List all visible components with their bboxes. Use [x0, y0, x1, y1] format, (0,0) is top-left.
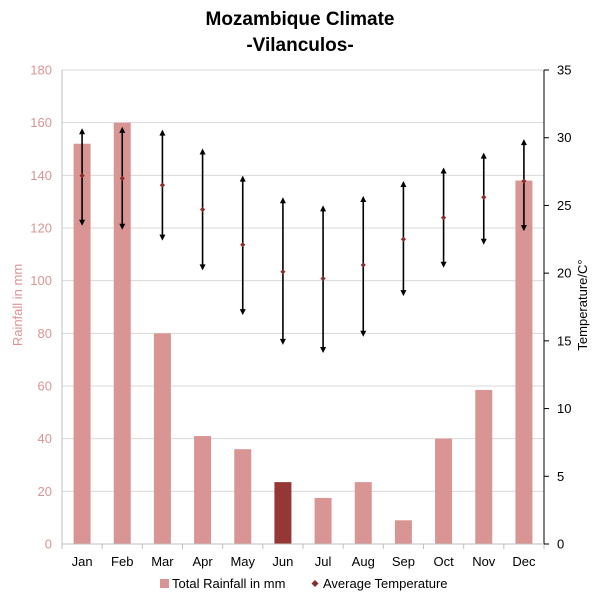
bar-jul [314, 497, 332, 544]
temp-max-arrow [279, 197, 286, 204]
y-tick-label: 60 [38, 379, 52, 394]
temp-mean-marker [119, 175, 125, 181]
x-tick-label: Dec [512, 554, 536, 569]
x-tick-label: Jun [272, 554, 293, 569]
temp-min-arrow [480, 238, 487, 245]
y2-tick-label: 15 [557, 333, 571, 348]
temp-mean-marker [320, 275, 326, 282]
temp-min-arrow [400, 290, 407, 297]
y2-axis-label: Temperature/C° [575, 259, 590, 350]
legend-swatch-rainfall [160, 579, 169, 588]
y-tick-label: 140 [30, 168, 52, 183]
temp-max-arrow [440, 167, 447, 174]
y-tick-label: 0 [45, 537, 52, 552]
axes [61, 69, 549, 549]
temp-mean-marker [240, 242, 246, 248]
temp-max-arrow [159, 129, 166, 136]
temp-mean-marker [481, 194, 487, 200]
bar-may [234, 449, 252, 544]
legend-swatch-temperature [311, 580, 319, 587]
left-axis-ticks: 0 20 40 60 80 100 120 140 160 180 [30, 63, 52, 552]
temp-mean-marker [400, 236, 407, 242]
chart-subtitle: -Vilanculos- [246, 35, 353, 56]
y2-tick-label: 5 [557, 469, 564, 484]
x-tick-label: Sep [392, 554, 415, 569]
temp-max-arrow [199, 148, 206, 155]
temp-mean-marker [280, 269, 286, 275]
x-tick-label: Jan [72, 554, 93, 569]
gridlines [62, 69, 544, 545]
temperature-ranges [79, 126, 527, 354]
temp-min-arrow [119, 223, 126, 230]
bar-mar [153, 333, 171, 544]
y-tick-label: 100 [30, 273, 52, 288]
temp-mean-marker [159, 182, 166, 188]
temp-max-arrow [320, 205, 327, 212]
x-tick-label: Aug [352, 554, 375, 569]
legend-label-temperature: Average Temperature [323, 576, 448, 591]
x-tick-label: Oct [433, 554, 454, 569]
chart-title: Mozambique Climate [206, 9, 395, 30]
temp-min-arrow [239, 309, 246, 316]
y-tick-label: 120 [30, 221, 52, 236]
x-tick-label: May [230, 554, 255, 569]
temp-min-arrow [159, 234, 166, 241]
temp-mean-marker [521, 178, 527, 184]
temp-min-arrow [279, 338, 286, 345]
x-tick-label: Feb [111, 554, 133, 569]
temp-min-arrow [440, 261, 447, 268]
bar-nov [475, 389, 493, 544]
temp-mean-marker [440, 215, 447, 221]
y-tick-label: 20 [38, 484, 52, 499]
x-tick-label: Mar [151, 554, 174, 569]
temp-mean-marker [199, 206, 206, 213]
y2-tick-label: 10 [557, 401, 571, 416]
y2-tick-label: 35 [557, 63, 571, 78]
legend: Total Rainfall in mm Average Temperature [160, 576, 448, 591]
y2-tick-label: 25 [557, 198, 571, 213]
right-axis-ticks: 0 5 10 15 20 25 30 35 [557, 63, 571, 552]
temp-min-arrow [520, 225, 527, 232]
y-tick-label: 160 [30, 115, 52, 130]
x-tick-label: Apr [192, 554, 213, 569]
x-tick-label: Jul [315, 554, 332, 569]
bar-jun [274, 482, 292, 544]
y-axis-label: Rainfall in mm [10, 264, 25, 346]
y2-tick-label: 0 [557, 537, 564, 552]
y2-tick-label: 30 [557, 130, 571, 145]
temp-max-arrow [360, 195, 367, 202]
rainfall-bars [73, 122, 533, 545]
y-tick-label: 180 [30, 63, 52, 78]
x-tick-label: Nov [472, 554, 496, 569]
bar-oct [435, 438, 453, 544]
temp-mean-marker [360, 262, 366, 268]
bar-sep [394, 520, 412, 544]
bar-apr [194, 436, 212, 544]
temp-max-arrow [119, 126, 126, 133]
x-axis-ticks: Jan Feb Mar Apr May Jun Jul Aug Sep Oct Nov Dec [72, 554, 536, 569]
temp-mean-marker [79, 173, 85, 179]
bar-feb [113, 122, 131, 545]
y-tick-label: 80 [38, 326, 52, 341]
temp-max-arrow [239, 175, 246, 182]
temp-max-arrow [400, 181, 407, 188]
temp-min-arrow [79, 219, 86, 226]
bar-jan [73, 143, 91, 544]
temp-min-arrow [199, 264, 206, 271]
temp-max-arrow [79, 128, 86, 135]
bar-dec [515, 180, 533, 544]
y-tick-label: 40 [38, 431, 52, 446]
temp-max-arrow [520, 139, 527, 146]
y2-tick-label: 20 [557, 266, 571, 281]
temp-min-arrow [320, 347, 327, 354]
temp-min-arrow [360, 330, 367, 337]
legend-label-rainfall: Total Rainfall in mm [172, 576, 285, 591]
bar-aug [354, 482, 372, 544]
temp-max-arrow [480, 152, 487, 159]
